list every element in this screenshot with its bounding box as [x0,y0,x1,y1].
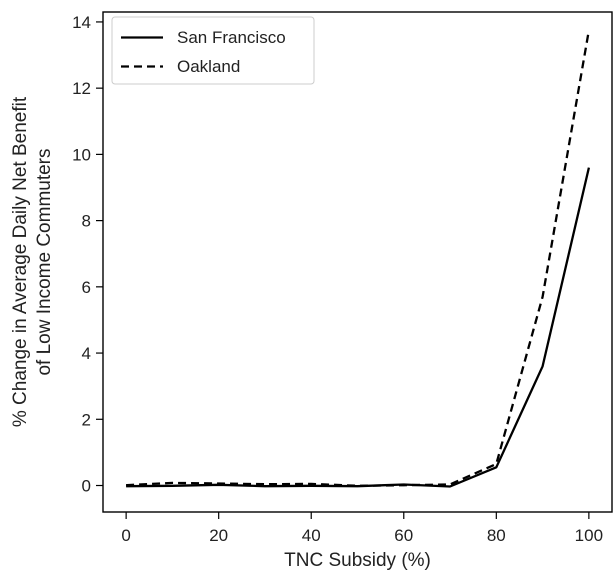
y-axis-ticks: 0 2 4 6 8 10 12 14 [72,13,103,496]
plot-area-frame [102,11,613,513]
y-axis-label-line-2: of Low Income Commuters [34,148,55,375]
y-tick-label: 10 [72,145,91,164]
legend-label-oakland: Oakland [177,57,240,76]
series-line-oakland [126,30,591,487]
y-tick-label: 12 [72,79,91,98]
x-tick-label: 20 [209,526,228,545]
y-tick-label: 4 [82,344,91,363]
y-axis-label-line-1: % Change in Average Daily Net Benefit [10,96,31,427]
x-axis-label: TNC Subsidy (%) [284,550,431,571]
x-tick-label: 60 [394,526,413,545]
x-axis-ticks: 0 20 40 60 80 100 [121,512,603,545]
series-layer [126,30,591,488]
series-line-san-francisco [126,167,591,488]
x-tick-label: 0 [121,526,130,545]
y-tick-label: 6 [82,278,91,297]
legend-label-san-francisco: San Francisco [177,28,286,47]
y-tick-label: 14 [72,13,91,32]
y-tick-label: 8 [82,212,91,231]
legend: San Francisco Oakland [111,16,315,85]
x-tick-label: 40 [302,526,321,545]
y-tick-label: 0 [82,477,91,496]
y-tick-label: 2 [82,410,91,429]
x-tick-label: 80 [487,526,506,545]
x-tick-label: 100 [575,526,603,545]
